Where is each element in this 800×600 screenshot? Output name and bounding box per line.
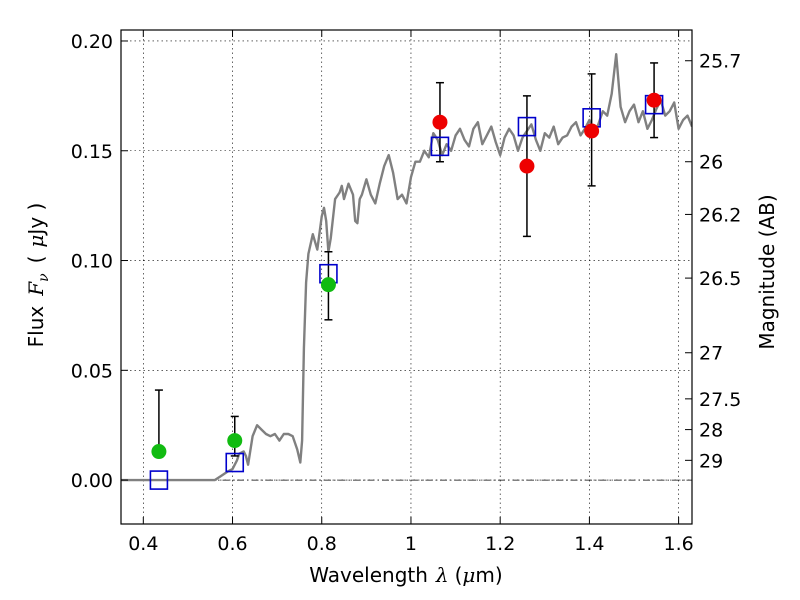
- y-axis-unit-rest: Jy ): [24, 203, 48, 237]
- observed-points-group: [151, 92, 662, 460]
- y-axis-symbol: F: [24, 281, 48, 297]
- x-tick-label-6: 1.6: [664, 533, 694, 555]
- x-tick-label-4: 1.2: [485, 533, 515, 555]
- y-axis-unit-mu: μ: [24, 235, 48, 248]
- model-photometry-square-0: [149, 470, 169, 490]
- y-axis-label: Flux: [24, 306, 48, 348]
- model-spectrum-group: [121, 53, 692, 482]
- y-axis-unit-open: (: [24, 256, 48, 264]
- x-tick-label-3: 1: [405, 533, 417, 555]
- observed-point-s3-2: [584, 123, 600, 139]
- x-tick-label-2: 0.8: [307, 533, 337, 555]
- right-tick-label-0: 25.7: [699, 51, 741, 73]
- x-axis-title: Wavelength λ (μm): [309, 563, 502, 587]
- model-spectrum-line: [121, 53, 692, 482]
- x-tick-label-1: 0.6: [217, 533, 247, 555]
- observed-point-s3-0: [432, 114, 448, 130]
- x-tick-label-5: 1.4: [574, 533, 604, 555]
- y-tick-label-0: 0.00: [71, 470, 113, 492]
- x-axis-symbol: λ: [435, 563, 449, 587]
- x-tick-labels: 0.4 0.6 0.8 1 1.2 1.4 1.6: [128, 533, 694, 555]
- right-tick-label-4: 27: [699, 343, 723, 365]
- right-tick-label-5: 27.5: [699, 389, 741, 411]
- observed-point-s3-3: [646, 92, 662, 108]
- errorbar-group: [154, 62, 659, 457]
- right-tick-label-1: 26: [699, 152, 723, 174]
- observed-point-s2-2: [320, 277, 336, 293]
- right-tick-labels: 25.7 26 26.2 26.5 27 27.5 28 29: [699, 51, 741, 473]
- plot-area: [121, 30, 692, 524]
- right-tick-label-3: 26.5: [699, 268, 741, 290]
- observed-point-s2-0: [151, 444, 167, 460]
- y2-axis-title: Magnitude (AB): [755, 194, 779, 349]
- y-tick-labels: 0.00 0.05 0.10 0.15 0.20: [71, 31, 113, 492]
- x-axis-unit-mu: μ: [462, 563, 475, 587]
- y-tick-label-2: 0.10: [71, 251, 113, 273]
- observed-point-s2-1: [227, 433, 243, 449]
- y-tick-label-4: 0.20: [71, 31, 113, 53]
- model-photometry-square-1: [225, 452, 245, 473]
- model-photometry-square-4: [517, 116, 537, 137]
- x-tick-label-0: 0.4: [128, 533, 158, 555]
- x-axis-unit-rest: m): [475, 563, 502, 587]
- right-tick-label-2: 26.2: [699, 204, 741, 226]
- y-tick-label-1: 0.05: [71, 360, 113, 382]
- right-tick-label-7: 29: [699, 450, 723, 472]
- ticks: [121, 30, 692, 524]
- x-axis-label: Wavelength: [309, 563, 428, 587]
- right-tick-label-6: 28: [699, 420, 723, 442]
- y-tick-label-3: 0.15: [71, 141, 113, 163]
- x-axis-unit-open: (: [455, 563, 463, 587]
- y-axis-subscript: ν: [36, 273, 52, 282]
- y-axis-title: Flux Fν ( μJy ): [24, 203, 52, 348]
- model-photometry-square-3: [430, 136, 450, 157]
- plot-frame: [120, 29, 693, 525]
- observed-point-s3-1: [519, 158, 535, 174]
